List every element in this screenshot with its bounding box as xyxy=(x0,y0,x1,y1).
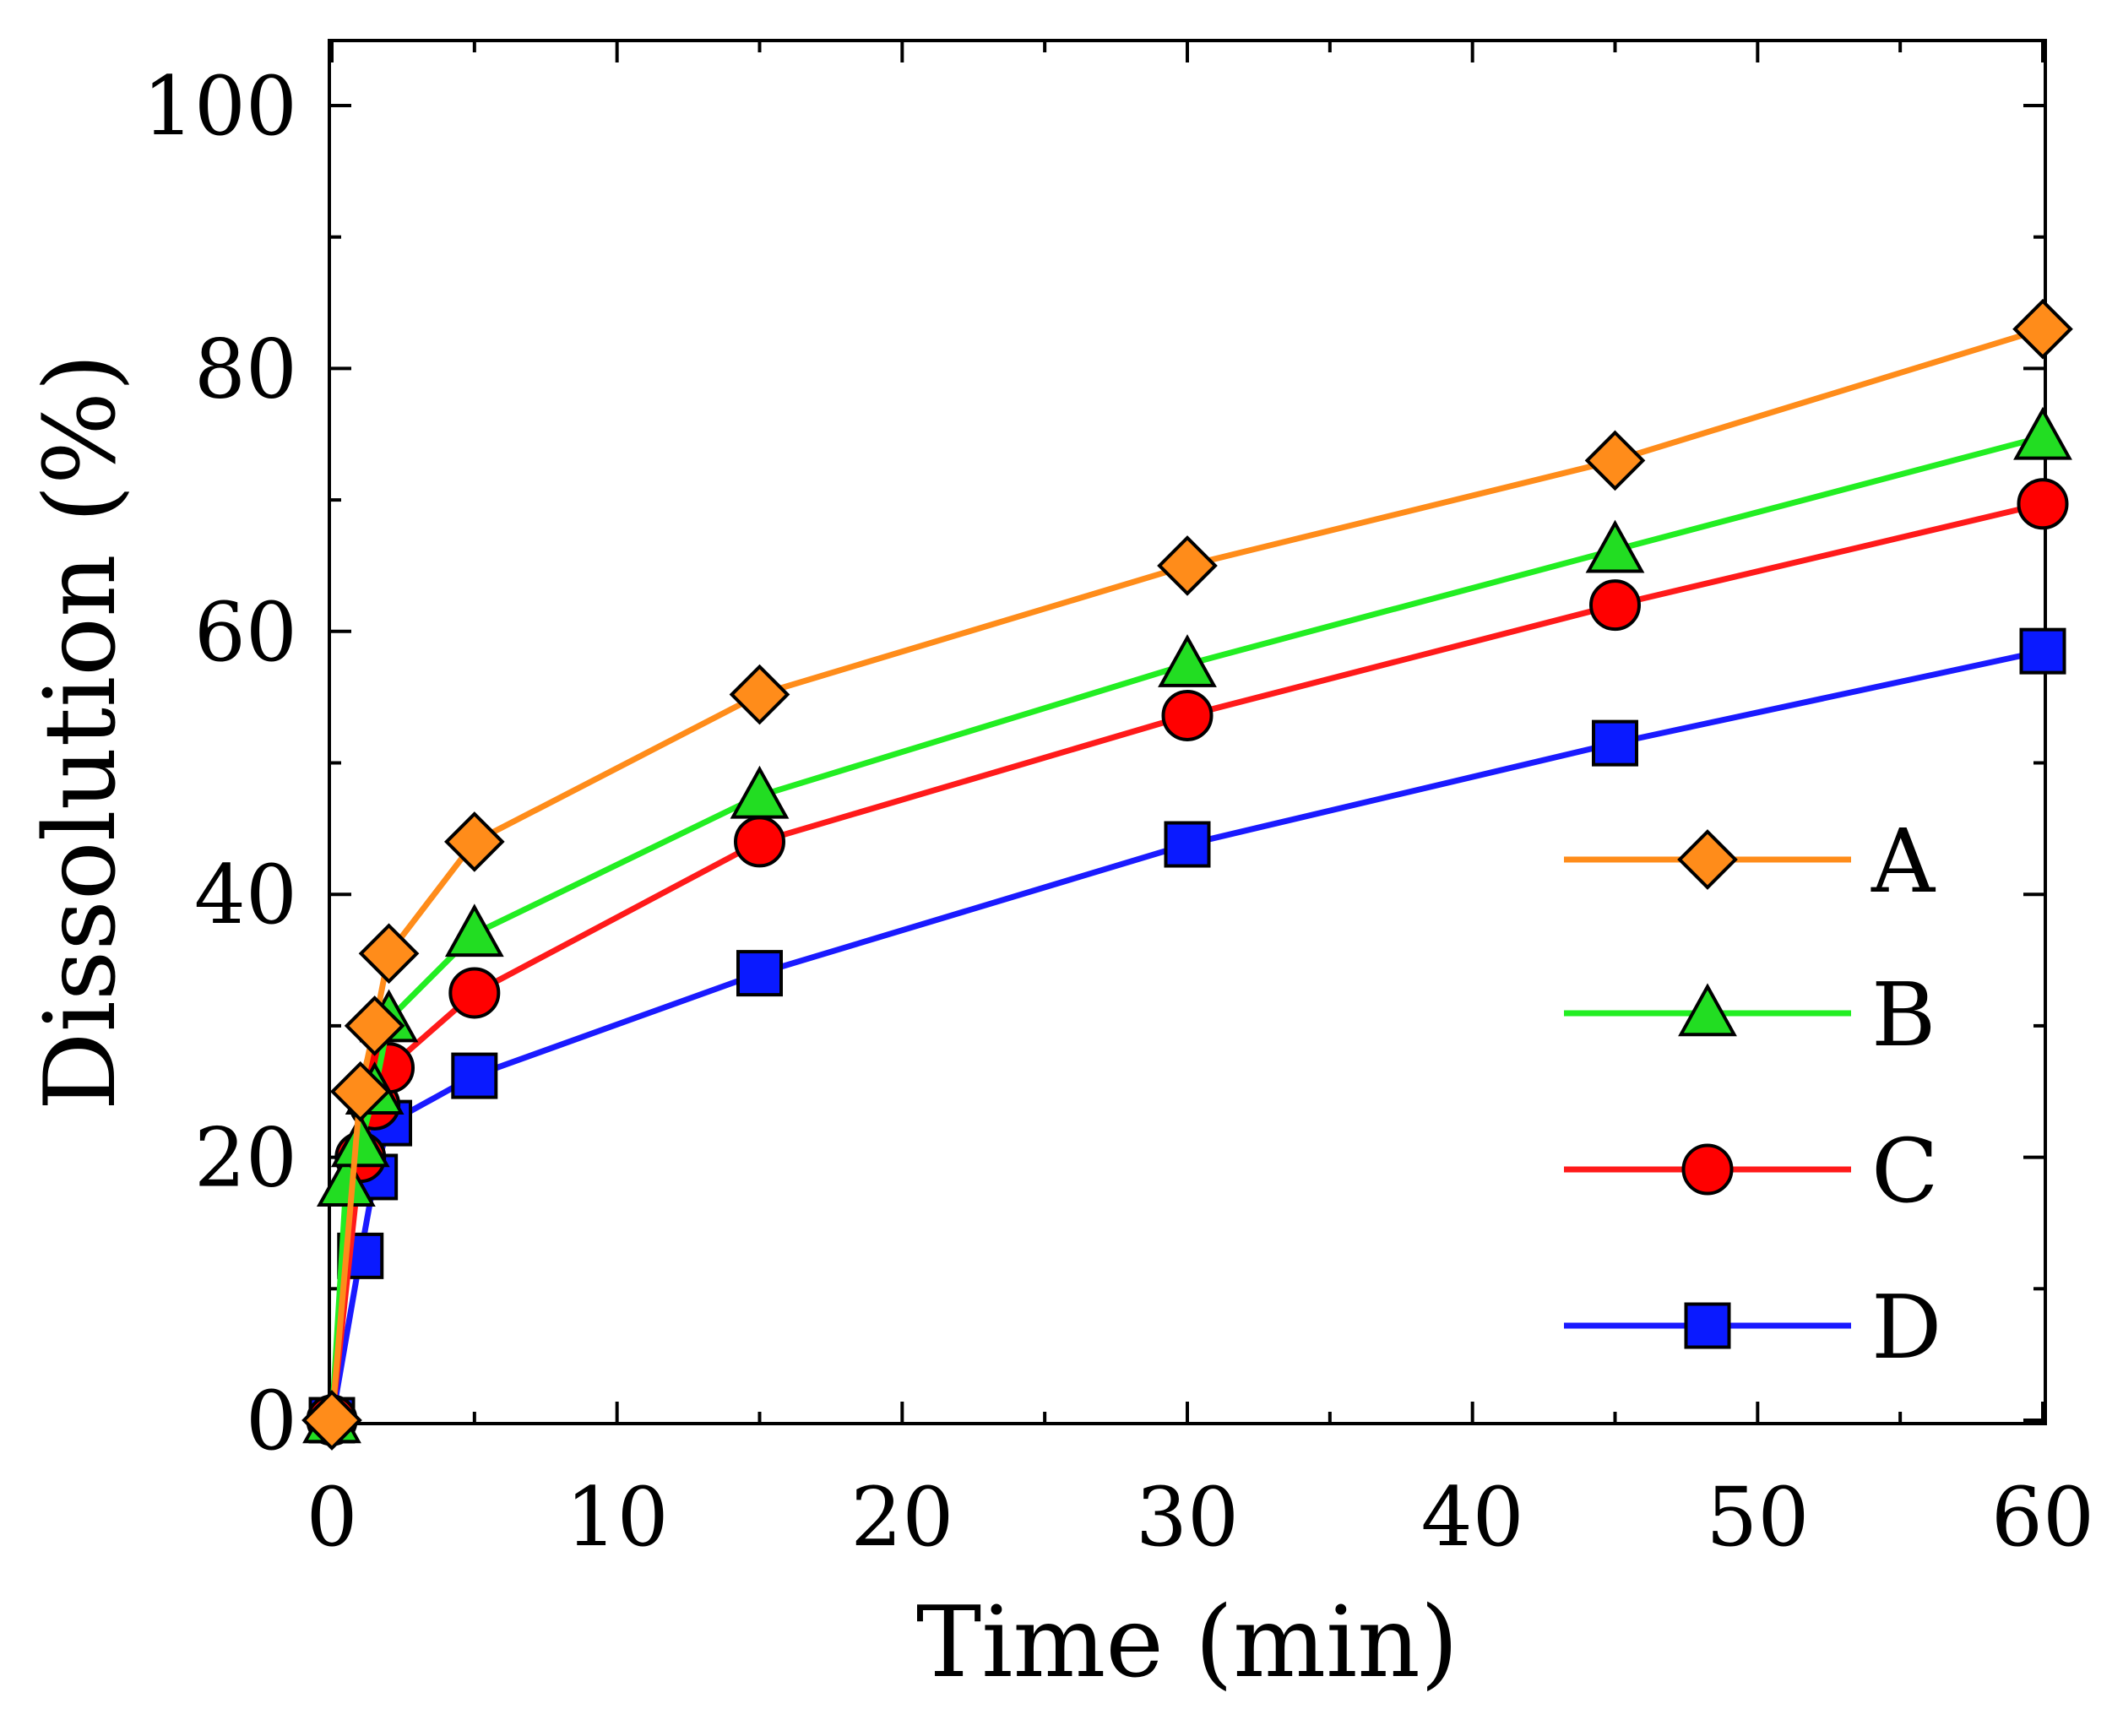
legend-item-B: B xyxy=(1564,963,1936,1066)
data-point-A xyxy=(2012,298,2073,360)
data-point-D xyxy=(1592,719,1638,767)
data-point-C xyxy=(1589,579,1641,632)
x-axis-title: Time (min) xyxy=(916,1586,1458,1700)
data-point-A xyxy=(358,923,420,985)
data-point-D xyxy=(736,950,783,997)
y-tick-label: 80 xyxy=(194,322,297,416)
data-point-A xyxy=(444,811,505,872)
y-tick-label: 60 xyxy=(194,585,297,680)
data-point-C xyxy=(448,967,501,1019)
data-point-A xyxy=(729,664,790,725)
data-point-C xyxy=(2017,478,2069,530)
series-line-A xyxy=(328,326,2044,1421)
data-point-B xyxy=(2013,406,2072,460)
data-point-B xyxy=(1158,634,1217,687)
data-point-C xyxy=(1161,689,1214,741)
legend-label: D xyxy=(1871,1276,1941,1379)
data-point-A xyxy=(1157,535,1218,596)
legend-label: C xyxy=(1871,1120,1939,1223)
legend-label: A xyxy=(1871,810,1936,913)
y-tick-label: 40 xyxy=(194,848,297,942)
data-point-C xyxy=(734,816,785,868)
x-tick-label: 0 xyxy=(306,1470,357,1565)
data-point-D xyxy=(451,1052,498,1099)
y-axis-ticks: 0 20 40 60 80 100 xyxy=(143,59,2045,1468)
x-tick-label: 40 xyxy=(1421,1470,1524,1565)
data-point-A xyxy=(1584,430,1646,491)
x-axis-ticks: 0 10 20 30 40 50 60 xyxy=(306,41,2094,1565)
legend-marker-A xyxy=(1677,829,1738,890)
series-C xyxy=(306,478,2069,1446)
legend-item-A: A xyxy=(1564,810,1936,913)
legend-marker-C xyxy=(1681,1143,1734,1196)
legend-label: B xyxy=(1871,963,1936,1066)
x-tick-label: 50 xyxy=(1706,1470,1809,1565)
data-point-A xyxy=(301,1390,362,1451)
y-tick-label: 0 xyxy=(246,1374,297,1468)
x-tick-label: 30 xyxy=(1136,1470,1239,1565)
data-point-B xyxy=(330,1114,390,1168)
data-point-B xyxy=(730,765,790,819)
data-point-A xyxy=(344,995,405,1056)
data-point-B xyxy=(316,1153,376,1207)
series-line-D xyxy=(328,648,2044,1421)
x-tick-label: 20 xyxy=(850,1470,953,1565)
series-D xyxy=(308,627,2066,1444)
data-point-D xyxy=(1164,821,1211,868)
data-point-D xyxy=(2019,627,2066,675)
y-axis-title: Dissolution (%) xyxy=(24,354,138,1111)
data-point-B xyxy=(444,903,504,958)
x-tick-label: 10 xyxy=(566,1470,669,1565)
x-tick-label: 60 xyxy=(1991,1470,2094,1565)
legend-item-D: D xyxy=(1564,1276,1941,1379)
legend-marker-D xyxy=(1684,1302,1731,1349)
data-point-B xyxy=(1585,519,1645,573)
legend-item-C: C xyxy=(1564,1120,1939,1223)
data-point-A xyxy=(329,1061,391,1122)
y-tick-label: 100 xyxy=(143,59,297,154)
series-layer xyxy=(301,298,2073,1451)
y-tick-label: 20 xyxy=(194,1111,297,1206)
legend-marker-B xyxy=(1678,983,1737,1037)
series-A xyxy=(301,298,2073,1451)
